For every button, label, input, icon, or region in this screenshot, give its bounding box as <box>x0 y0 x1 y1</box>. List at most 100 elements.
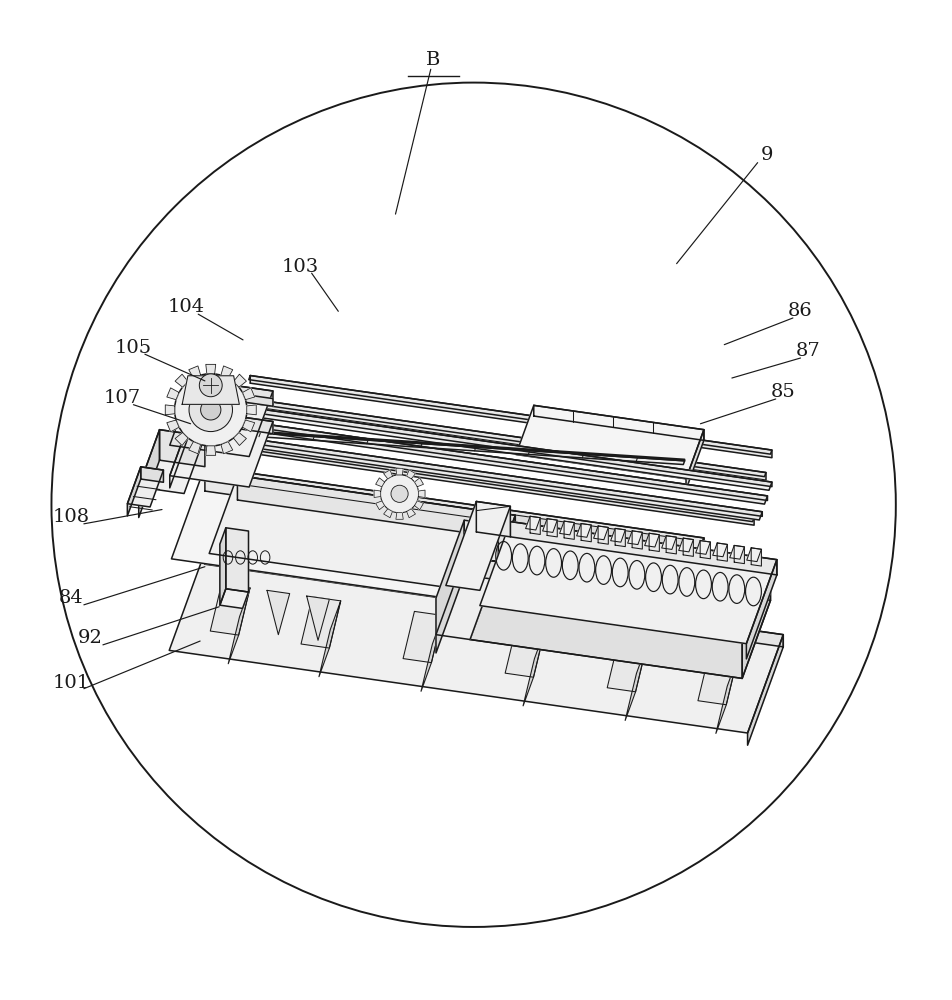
Polygon shape <box>220 528 226 605</box>
Polygon shape <box>464 557 498 580</box>
Polygon shape <box>221 442 232 454</box>
Polygon shape <box>464 520 498 562</box>
Polygon shape <box>421 615 443 691</box>
Polygon shape <box>208 476 515 593</box>
Polygon shape <box>167 420 179 432</box>
Polygon shape <box>695 541 709 554</box>
Polygon shape <box>248 376 771 454</box>
Polygon shape <box>238 421 760 503</box>
Polygon shape <box>480 522 776 644</box>
Polygon shape <box>533 405 704 440</box>
Polygon shape <box>700 541 709 559</box>
Text: 84: 84 <box>59 589 84 607</box>
Polygon shape <box>745 560 776 659</box>
Polygon shape <box>128 467 164 507</box>
Polygon shape <box>139 430 159 518</box>
Polygon shape <box>669 538 704 655</box>
Polygon shape <box>435 520 464 653</box>
Circle shape <box>201 400 221 420</box>
Text: 92: 92 <box>78 629 103 647</box>
Text: 9: 9 <box>760 146 773 164</box>
Polygon shape <box>202 401 771 490</box>
Polygon shape <box>205 401 771 487</box>
Polygon shape <box>648 533 659 551</box>
Polygon shape <box>384 470 392 479</box>
Polygon shape <box>627 531 642 545</box>
Polygon shape <box>469 603 742 678</box>
Polygon shape <box>418 490 425 497</box>
Polygon shape <box>407 470 415 479</box>
Polygon shape <box>192 431 762 520</box>
Polygon shape <box>233 433 247 445</box>
Circle shape <box>174 374 247 446</box>
Text: 104: 104 <box>168 298 204 316</box>
Polygon shape <box>250 376 771 458</box>
Polygon shape <box>195 431 762 516</box>
Polygon shape <box>515 405 704 479</box>
Polygon shape <box>169 410 193 488</box>
Polygon shape <box>576 524 590 537</box>
Text: 86: 86 <box>787 302 812 320</box>
Polygon shape <box>165 405 174 415</box>
Polygon shape <box>729 545 744 559</box>
Polygon shape <box>319 601 341 677</box>
Polygon shape <box>175 433 188 445</box>
Polygon shape <box>559 521 574 535</box>
Polygon shape <box>233 374 247 387</box>
Text: 101: 101 <box>53 674 89 692</box>
Polygon shape <box>414 478 423 487</box>
Polygon shape <box>593 526 607 540</box>
Polygon shape <box>581 524 590 542</box>
Circle shape <box>380 475 418 513</box>
Polygon shape <box>243 398 765 477</box>
Text: 105: 105 <box>115 339 151 357</box>
Polygon shape <box>247 405 256 415</box>
Polygon shape <box>546 519 557 537</box>
Polygon shape <box>598 526 607 544</box>
Polygon shape <box>498 525 769 601</box>
Polygon shape <box>139 430 205 494</box>
Polygon shape <box>307 596 329 640</box>
Polygon shape <box>625 645 646 720</box>
Polygon shape <box>374 490 380 497</box>
Text: 103: 103 <box>281 258 319 276</box>
Text: 87: 87 <box>795 342 820 360</box>
Polygon shape <box>715 658 737 733</box>
Polygon shape <box>510 522 776 575</box>
Polygon shape <box>169 410 272 487</box>
Polygon shape <box>631 531 642 549</box>
Polygon shape <box>205 467 704 562</box>
Polygon shape <box>685 430 704 490</box>
Circle shape <box>51 83 895 927</box>
Polygon shape <box>606 641 646 692</box>
Polygon shape <box>712 543 726 557</box>
Polygon shape <box>526 516 540 530</box>
Polygon shape <box>746 548 761 562</box>
Circle shape <box>188 388 232 432</box>
Polygon shape <box>750 548 761 566</box>
Polygon shape <box>205 389 272 406</box>
Text: 107: 107 <box>104 389 140 407</box>
Polygon shape <box>169 552 783 733</box>
Polygon shape <box>395 468 403 475</box>
Polygon shape <box>523 630 545 706</box>
Polygon shape <box>542 519 557 532</box>
Polygon shape <box>193 380 272 406</box>
Polygon shape <box>182 376 239 404</box>
Polygon shape <box>678 538 693 552</box>
Polygon shape <box>230 443 753 522</box>
Polygon shape <box>610 528 625 542</box>
Polygon shape <box>446 501 510 590</box>
Polygon shape <box>211 430 684 465</box>
Polygon shape <box>407 509 415 518</box>
Circle shape <box>390 485 407 502</box>
Polygon shape <box>476 501 510 537</box>
Polygon shape <box>159 430 205 467</box>
Polygon shape <box>232 443 753 525</box>
Circle shape <box>199 374 222 397</box>
Polygon shape <box>237 476 515 540</box>
Polygon shape <box>242 420 254 432</box>
Polygon shape <box>226 528 248 592</box>
Polygon shape <box>505 626 545 677</box>
Polygon shape <box>237 421 760 499</box>
